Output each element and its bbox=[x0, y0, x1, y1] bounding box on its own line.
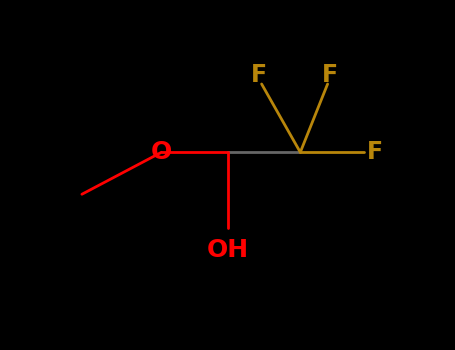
Text: OH: OH bbox=[207, 238, 248, 262]
Text: F: F bbox=[251, 63, 268, 87]
Text: O: O bbox=[151, 140, 172, 164]
Text: F: F bbox=[322, 63, 338, 87]
Text: F: F bbox=[367, 140, 384, 164]
